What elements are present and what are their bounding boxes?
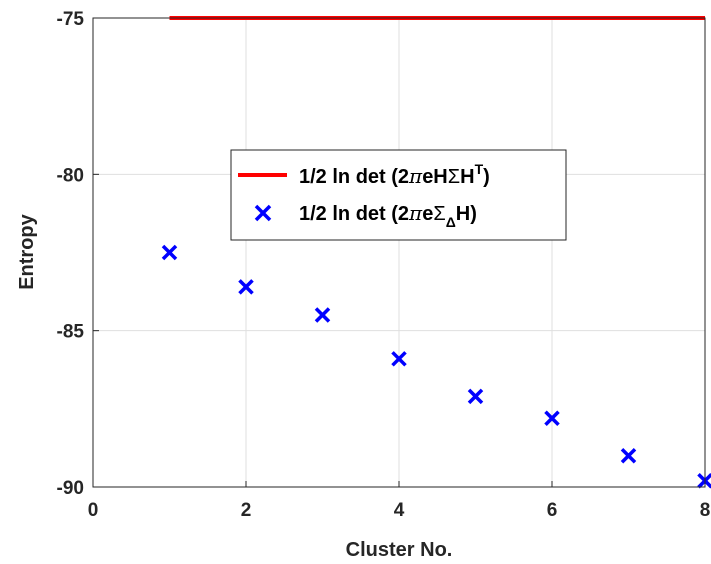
x-tick-label: 0 bbox=[88, 500, 99, 521]
legend-entry-cross: 1/2 ln det (2πeΣΔH) bbox=[299, 201, 477, 230]
x-tick-label: 4 bbox=[394, 500, 405, 521]
x-tick-label: 2 bbox=[241, 500, 252, 521]
legend-line-prefix: 1/2 ln det (2 bbox=[299, 166, 409, 188]
legend-cross-sub: Δ bbox=[446, 214, 456, 230]
legend-line-pi: π bbox=[408, 164, 423, 188]
legend: 1/2 ln det (2πeHΣHT) 1/2 ln det (2πeΣΔH) bbox=[230, 149, 567, 241]
y-tick-label: -85 bbox=[57, 322, 85, 343]
data-point-cross bbox=[620, 447, 637, 464]
x-tick-label: 8 bbox=[700, 500, 711, 521]
legend-cross-sigma: Σ bbox=[433, 203, 445, 225]
x-tick-labels: 0 2 4 6 8 bbox=[88, 500, 711, 521]
legend-line-h: H bbox=[460, 166, 474, 188]
legend-line-sigma: Σ bbox=[448, 166, 460, 188]
data-point-cross bbox=[544, 410, 560, 426]
data-point-cross bbox=[238, 279, 254, 295]
data-point-cross bbox=[314, 307, 331, 323]
legend-line-mid: eH bbox=[422, 166, 448, 188]
y-axis-label: Entropy bbox=[16, 213, 38, 289]
legend-cross-prefix: 1/2 ln det (2 bbox=[299, 203, 409, 225]
legend-cross-swatch bbox=[254, 204, 272, 222]
legend-line-sup: T bbox=[475, 161, 484, 177]
data-point-cross bbox=[467, 388, 484, 405]
x-tick-label: 6 bbox=[547, 500, 558, 521]
legend-line-close: ) bbox=[483, 166, 490, 188]
x-axis-label: Cluster No. bbox=[346, 539, 453, 561]
legend-entry-line: 1/2 ln det (2πeHΣHT) bbox=[299, 161, 490, 188]
legend-cross-pi: π bbox=[408, 201, 423, 225]
legend-box bbox=[230, 149, 567, 241]
legend-cross-h: H) bbox=[456, 203, 477, 225]
y-tick-label: -90 bbox=[57, 478, 84, 499]
y-tick-label: -75 bbox=[57, 9, 85, 30]
data-point-cross bbox=[161, 244, 178, 261]
legend-cross-e: e bbox=[422, 203, 433, 225]
y-tick-labels: -75 -80 -85 -90 bbox=[57, 9, 85, 499]
y-tick-label: -80 bbox=[57, 165, 84, 186]
axes-box bbox=[92, 17, 706, 488]
data-point-cross bbox=[391, 351, 407, 367]
